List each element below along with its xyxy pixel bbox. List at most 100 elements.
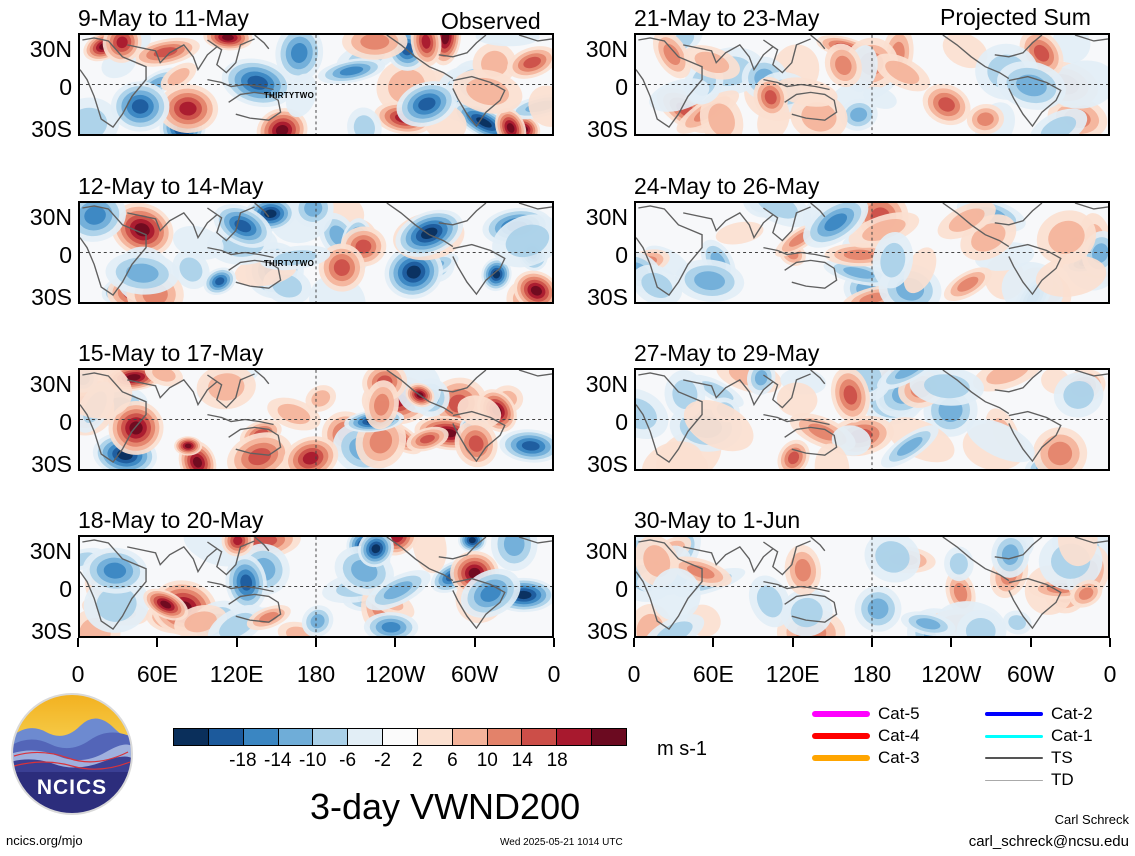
legend-label: Cat-2 bbox=[1051, 704, 1093, 723]
legend-swatch-cat-5 bbox=[812, 711, 870, 717]
colorbar-cell-6 bbox=[383, 729, 418, 745]
lon-tick-left-3 bbox=[315, 638, 317, 647]
panel-title-p4: 18-May to 20-May bbox=[78, 507, 264, 533]
vwnd-field-p5 bbox=[636, 35, 1108, 134]
lat-label-p4-0: 30N bbox=[29, 538, 72, 564]
colorbar-label-3: -6 bbox=[339, 750, 357, 771]
lat-label-p5-0: 30N bbox=[585, 36, 628, 62]
lon-tick-right-1 bbox=[712, 638, 715, 647]
legend-swatch-cat-1 bbox=[985, 734, 1043, 738]
panel-title-p7: 27-May to 29-May bbox=[634, 340, 820, 366]
vwnd-field-p4 bbox=[80, 537, 552, 636]
units-label: m s-1 bbox=[657, 738, 707, 760]
map-p7 bbox=[634, 368, 1110, 471]
lon-label-left-3: 180 bbox=[296, 661, 336, 687]
lat-label-p8-0: 30N bbox=[585, 538, 628, 564]
colorbar-cell-8 bbox=[452, 729, 488, 745]
colorbar-cell-2 bbox=[243, 729, 279, 745]
map-p6 bbox=[634, 201, 1110, 304]
lon-label-right-0: 0 bbox=[627, 661, 641, 687]
vwnd-field-p8 bbox=[636, 537, 1108, 636]
map-p2 bbox=[78, 201, 554, 304]
projected-sum-label: Projected Sum bbox=[940, 4, 1091, 30]
lat-label-p4-2: 30S bbox=[31, 618, 72, 644]
observed-label: Observed bbox=[441, 8, 541, 34]
colorbar-label-4: -2 bbox=[374, 750, 391, 771]
legend-label: TS bbox=[1051, 748, 1073, 767]
vwnd-field-p2 bbox=[80, 203, 552, 302]
footer-timestamp: Wed 2025-05-21 1014 UTC bbox=[500, 837, 623, 848]
lon-tick-right-3 bbox=[871, 638, 873, 647]
lon-label-left-0: 0 bbox=[71, 661, 85, 687]
panel-title-p5: 21-May to 23-May bbox=[634, 5, 820, 31]
lat-label-p6-2: 30S bbox=[587, 284, 628, 310]
lon-tick-left-6 bbox=[553, 638, 555, 647]
lon-label-right-2: 120E bbox=[765, 661, 820, 687]
lon-label-left-1: 60E bbox=[136, 661, 178, 687]
lat-label-p7-1: 0 bbox=[615, 409, 628, 435]
map-p8 bbox=[634, 535, 1110, 638]
map-p3 bbox=[78, 368, 554, 471]
colorbar-cell-4 bbox=[313, 729, 349, 745]
vwnd-field-p3 bbox=[80, 370, 552, 469]
legend-item-cat-1: Cat-1 bbox=[985, 725, 1093, 747]
legend-label: Cat-5 bbox=[878, 704, 920, 723]
lon-tick-left-1 bbox=[156, 638, 159, 647]
legend-item-cat-5: Cat-5 bbox=[812, 703, 920, 725]
legend-label: TD bbox=[1051, 770, 1074, 789]
lon-label-right-3: 180 bbox=[852, 661, 892, 687]
footer-email[interactable]: carl_schreck@ncsu.edu bbox=[968, 833, 1129, 850]
lat-label-p1-2: 30S bbox=[31, 116, 72, 142]
panel-title-p6: 24-May to 26-May bbox=[634, 173, 820, 199]
lat-label-p6-0: 30N bbox=[585, 204, 628, 230]
lon-tick-left-0 bbox=[77, 638, 79, 647]
lon-tick-right-2 bbox=[791, 638, 794, 647]
legend-label: Cat-3 bbox=[878, 748, 920, 767]
lon-label-right-6: 0 bbox=[1103, 661, 1117, 687]
lon-tick-right-0 bbox=[633, 638, 635, 647]
colorbar bbox=[173, 728, 627, 746]
vwnd-field-p6 bbox=[636, 203, 1108, 302]
colorbar-label-9: 18 bbox=[546, 750, 568, 771]
lon-label-right-5: 60W bbox=[1007, 661, 1055, 687]
lon-tick-right-6 bbox=[1109, 638, 1111, 647]
lat-label-p3-0: 30N bbox=[29, 371, 72, 397]
ncics-logo: NCICS bbox=[10, 692, 134, 816]
footer-author: Carl Schreck bbox=[1054, 812, 1129, 827]
legend-swatch-cat-4 bbox=[812, 733, 870, 739]
footer-url[interactable]: ncics.org/mjo bbox=[6, 833, 83, 848]
lat-label-p4-1: 0 bbox=[59, 576, 72, 602]
lon-tick-left-2 bbox=[235, 638, 238, 647]
legend-item-cat-4: Cat-4 bbox=[812, 725, 920, 747]
lon-tick-right-4 bbox=[950, 638, 953, 647]
lon-tick-right-5 bbox=[1029, 638, 1032, 647]
legend-item-cat-3: Cat-3 bbox=[812, 747, 920, 769]
lat-label-p2-0: 30N bbox=[29, 204, 72, 230]
colorbar-cell-3 bbox=[278, 729, 314, 745]
legend-item-td: TD bbox=[985, 769, 1074, 791]
map-p4 bbox=[78, 535, 554, 638]
lon-label-left-2: 120E bbox=[209, 661, 264, 687]
ncics-logo-icon bbox=[11, 693, 133, 815]
colorbar-label-1: -14 bbox=[264, 750, 292, 771]
lat-label-p2-2: 30S bbox=[31, 284, 72, 310]
storm-label-p1: THIRTYTWO bbox=[263, 91, 315, 100]
vwnd-field-p7 bbox=[636, 370, 1108, 469]
lon-label-left-6: 0 bbox=[547, 661, 561, 687]
legend-swatch-ts bbox=[985, 757, 1043, 759]
colorbar-cell-12 bbox=[592, 729, 626, 745]
colorbar-cell-5 bbox=[348, 729, 384, 745]
legend-item-cat-2: Cat-2 bbox=[985, 703, 1093, 725]
lat-label-p5-1: 0 bbox=[615, 74, 628, 100]
lat-label-p6-1: 0 bbox=[615, 242, 628, 268]
colorbar-label-8: 14 bbox=[511, 750, 533, 771]
lon-tick-left-4 bbox=[394, 638, 397, 647]
ncics-logo-text: NCICS bbox=[36, 776, 108, 799]
colorbar-cell-0 bbox=[174, 729, 209, 745]
lon-tick-left-5 bbox=[473, 638, 476, 647]
legend-item-ts: TS bbox=[985, 747, 1073, 769]
legend-swatch-cat-3 bbox=[812, 755, 870, 761]
legend-swatch-td bbox=[985, 779, 1043, 781]
lat-label-p8-1: 0 bbox=[615, 576, 628, 602]
lon-label-right-1: 60E bbox=[692, 661, 734, 687]
